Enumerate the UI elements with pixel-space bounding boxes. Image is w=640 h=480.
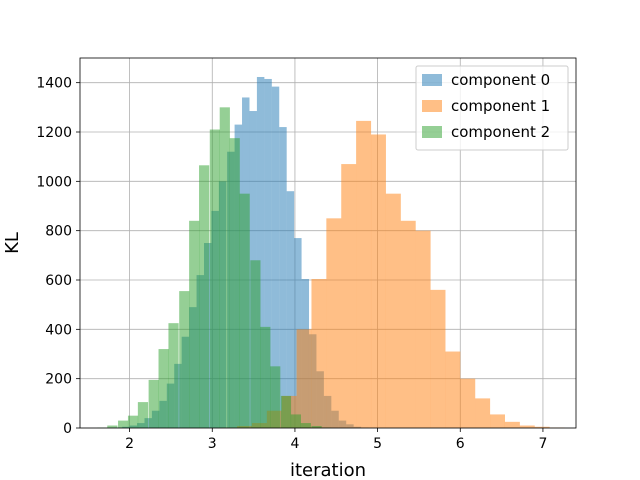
histogram-bar — [286, 191, 295, 428]
histogram-bar — [179, 291, 190, 428]
legend-label: component 2 — [451, 123, 550, 141]
y-tick-label: 1200 — [36, 125, 72, 141]
histogram-bars — [97, 76, 565, 429]
histogram-bar — [168, 323, 179, 428]
histogram-bar — [209, 129, 220, 428]
histogram-bar — [504, 421, 520, 428]
histogram-bar — [370, 134, 386, 428]
legend-box — [415, 65, 569, 151]
histogram-bar — [445, 351, 461, 428]
legend-swatch — [422, 126, 442, 138]
series-1-bars — [222, 120, 565, 429]
histogram-bar — [107, 425, 118, 428]
x-axis-ticks: 2 3 4 5 6 7 — [125, 428, 547, 452]
legend-label: component 1 — [451, 97, 550, 115]
y-tick-label: 600 — [45, 273, 72, 289]
y-tick-label: 0 — [63, 421, 72, 437]
legend-label: component 0 — [451, 71, 550, 89]
legend-swatch — [422, 100, 442, 112]
histogram-bar — [326, 218, 342, 428]
x-tick-label: 5 — [373, 436, 382, 452]
x-tick-label: 7 — [538, 436, 547, 452]
y-tick-label: 200 — [45, 372, 72, 388]
histogram-bar — [519, 425, 535, 428]
histogram-bar — [279, 127, 287, 428]
histogram-bar — [290, 414, 301, 428]
histogram-bar — [280, 395, 292, 428]
histogram-bar — [415, 230, 431, 428]
histogram-bar — [256, 76, 265, 429]
histogram-bar — [264, 78, 272, 428]
histogram-bar — [270, 366, 281, 428]
x-tick-label: 3 — [208, 436, 217, 452]
y-axis-label: KL — [2, 232, 23, 254]
histogram-bar — [260, 326, 271, 428]
histogram-bar — [311, 426, 322, 428]
histogram-bar — [118, 420, 129, 428]
histogram-bar — [137, 402, 149, 428]
histogram-bar — [189, 220, 200, 428]
plot-frame — [79, 57, 577, 429]
histogram-bar — [271, 86, 280, 429]
histogram-bar — [300, 423, 311, 428]
histogram-bar — [356, 120, 372, 429]
histogram-bar — [430, 289, 446, 428]
y-tick-label: 1000 — [36, 174, 72, 190]
histogram-bar — [158, 349, 169, 428]
histogram-bar — [239, 193, 250, 428]
x-tick-label: 2 — [125, 436, 134, 452]
histogram-bar — [229, 138, 240, 429]
histogram-bar — [144, 418, 152, 428]
histogram-bar — [311, 279, 327, 428]
histogram-bar — [385, 193, 401, 428]
y-tick-label: 400 — [45, 322, 72, 338]
histogram-bar — [460, 378, 476, 428]
histogram-bar — [490, 414, 505, 428]
histogram-bar — [127, 415, 139, 428]
x-tick-label: 6 — [456, 436, 465, 452]
histogram-bar — [199, 165, 210, 429]
y-tick-label: 800 — [45, 224, 72, 240]
histogram-bar — [219, 107, 230, 428]
x-axis-label: iteration — [290, 460, 366, 480]
histogram-bar — [296, 329, 312, 428]
histogram-bar — [400, 220, 416, 428]
histogram-bar — [475, 398, 491, 428]
legend: component 0 component 1 component 2 — [415, 65, 569, 151]
y-axis-ticks: 0 200 400 600 800 1000 1200 1400 — [36, 76, 80, 437]
x-tick-label: 4 — [290, 436, 299, 452]
histogram-bar — [250, 260, 261, 428]
histogram-bar — [148, 379, 159, 428]
histogram-bar — [341, 164, 357, 428]
series-2-bars — [97, 107, 332, 429]
histogram-bar — [534, 426, 550, 428]
y-tick-label: 1400 — [36, 76, 72, 92]
legend-swatch — [422, 74, 442, 86]
